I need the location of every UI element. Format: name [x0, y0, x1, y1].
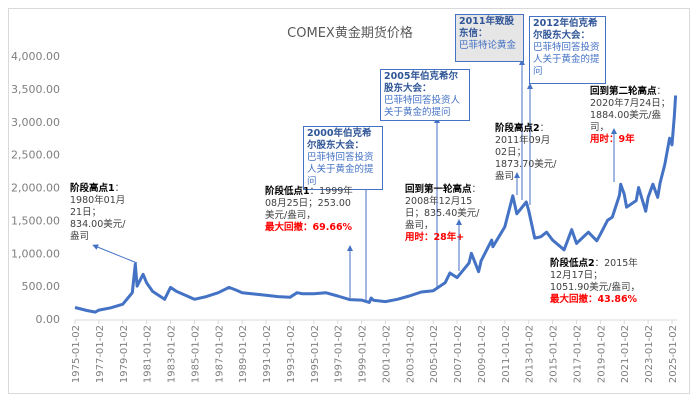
- annotation-title: 2000年伯克希尔股东大会：: [307, 128, 372, 151]
- y-tick-label: 2,000.00: [11, 182, 60, 195]
- x-tick-label: 1999-01-02: [358, 325, 369, 383]
- y-tick-label: 500.00: [22, 280, 61, 293]
- annotation-title: 2005年伯克希尔股东大会：: [384, 71, 458, 94]
- annotation-arrow: [92, 244, 138, 264]
- x-tick-label: 1987-01-02: [214, 325, 225, 383]
- annotation-text: 巴菲特回答投资人关于黄金的提问: [533, 42, 600, 77]
- note-text: ：2015年12月17日；1051.90美元/盎司，: [550, 258, 640, 293]
- annotation-2000: 2000年伯克希尔股东大会： 巴菲特回答投资人关于黄金的提问: [303, 126, 383, 190]
- x-tick-label: 2017-01-02: [572, 325, 583, 383]
- note-text: ：2020年7月24日；1884.00美元/盎司，: [590, 86, 671, 133]
- price-line: [74, 95, 678, 314]
- y-tick-label: 1,500.00: [11, 214, 60, 227]
- annotation-title: 2011年致股东信：: [459, 16, 514, 39]
- x-tick-label: 1979-01-02: [119, 325, 130, 383]
- annotation-text: 巴菲特回答投资人关于黄金的提问: [307, 152, 374, 187]
- x-tick-label: 1981-01-02: [143, 325, 154, 383]
- note-text: ：2008年12月15日；835.40美元/盎司，: [405, 184, 482, 231]
- chart-title: COMEX黄金期货价格: [287, 26, 413, 41]
- note-label: 回到第二轮高点: [590, 86, 657, 97]
- x-tick-label: 1975-01-02: [71, 325, 82, 383]
- note-duration: 用时：28年+: [405, 232, 465, 243]
- x-tick-label: 2007-01-02: [453, 325, 464, 383]
- y-tick-label: 1,000.00: [11, 247, 60, 260]
- x-tick-label: 2025-01-02: [668, 325, 679, 383]
- x-tick-label: 1977-01-02: [95, 325, 106, 383]
- x-tick-label: 2013-01-02: [525, 325, 536, 383]
- note-drawdown: 最大回撤：43.86%: [550, 294, 638, 305]
- x-tick-label: 2021-01-02: [620, 325, 631, 383]
- x-tick-label: 1983-01-02: [167, 325, 178, 383]
- x-tick-label: 2011-01-02: [501, 325, 512, 383]
- y-tick-label: 2,500.00: [11, 149, 60, 162]
- note-label: 回到第一轮高点: [405, 184, 472, 195]
- x-tick-label: 2023-01-02: [644, 325, 655, 383]
- annotation-2012: 2012年伯克希尔股东大会： 巴菲特回答投资人关于黄金的提问: [529, 16, 606, 84]
- annotation-2005: 2005年伯克希尔股东大会： 巴菲特回答投资人关于黄金的提问: [380, 69, 470, 121]
- x-tick-label: 2009-01-02: [477, 325, 488, 383]
- y-tick-label: 4,000.00: [11, 50, 60, 63]
- x-tick-label: 1991-01-02: [262, 325, 273, 383]
- y-tick-label: 0.00: [36, 313, 61, 326]
- note-drawdown: 最大回撤：69.66%: [265, 222, 353, 233]
- x-tick-label: 1997-01-02: [334, 325, 345, 383]
- annotation-text: 巴菲特论黄金: [459, 40, 517, 51]
- chart-frame: [8, 8, 690, 394]
- annotation-text: 巴菲特回答投资人关于黄金的提问: [384, 95, 461, 118]
- x-tick-label: 1993-01-02: [286, 325, 297, 383]
- y-tick-label: 3,000.00: [11, 116, 60, 129]
- note-high1: 阶段高点1：1980年01月21日；834.00美元/盎司: [70, 183, 126, 243]
- x-tick-label: 2001-01-02: [381, 325, 392, 383]
- y-tick-label: 3,500.00: [11, 83, 60, 96]
- note-label: 阶段低点2: [550, 258, 595, 269]
- note-label: 阶段低点1: [265, 186, 310, 197]
- x-tick-label: 2015-01-02: [549, 325, 560, 383]
- note-back1: 回到第一轮高点：2008年12月15日；835.40美元/盎司， 用时：28年+: [405, 184, 485, 244]
- note-duration: 用时：9年: [590, 134, 635, 145]
- annotation-2011: 2011年致股东信： 巴菲特论黄金: [455, 14, 524, 62]
- note-text: ：2011年09月02日；1873.70美元/盎司: [495, 123, 557, 182]
- note-low1: 阶段低点1：1999年08月25日；253.00美元/盎司， 最大回撤：69.66…: [265, 186, 355, 234]
- x-tick-label: 1985-01-02: [190, 325, 201, 383]
- note-label: 阶段高点1: [70, 183, 115, 194]
- x-tick-label: 2003-01-02: [405, 325, 416, 383]
- x-tick-label: 1989-01-02: [238, 325, 249, 383]
- note-back2: 回到第二轮高点：2020年7月24日；1884.00美元/盎司， 用时：9年: [590, 86, 676, 146]
- x-tick-label: 2019-01-02: [596, 325, 607, 383]
- x-tick-label: 2005-01-02: [429, 325, 440, 383]
- note-text: ：1999年08月25日；253.00美元/盎司，: [265, 186, 353, 221]
- annotation-title: 2012年伯克希尔股东大会：: [533, 18, 598, 41]
- note-low2: 阶段低点2：2015年12月17日；1051.90美元/盎司， 最大回撤：43.8…: [550, 258, 640, 306]
- x-tick-label: 1995-01-02: [310, 325, 321, 383]
- note-high2: 阶段高点2：2011年09月02日；1873.70美元/盎司: [495, 123, 559, 183]
- note-text: ：1980年01月21日；834.00美元/盎司: [70, 183, 126, 242]
- note-label: 阶段高点2: [495, 123, 540, 134]
